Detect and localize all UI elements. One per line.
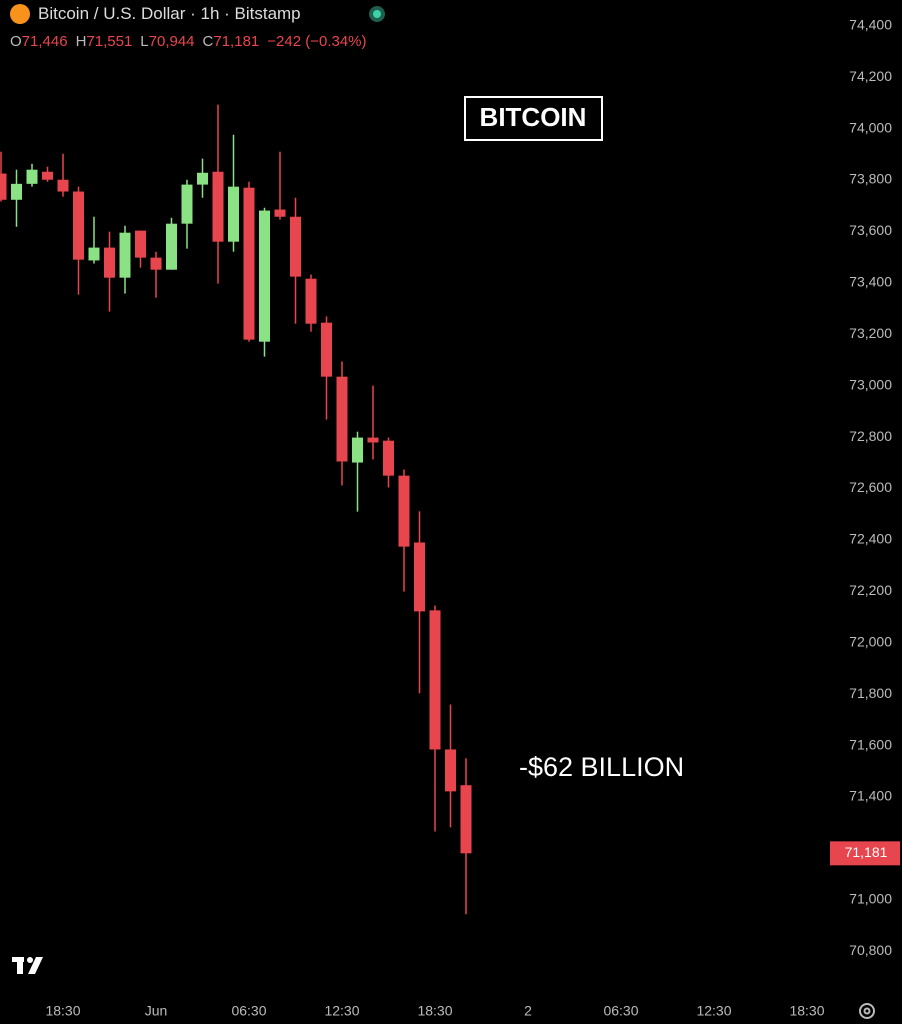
y-tick-label: 71,000 — [849, 891, 892, 907]
candle-body — [259, 210, 270, 342]
last-price-box — [830, 841, 900, 866]
candle-body — [414, 542, 425, 612]
y-tick-label: 74,200 — [849, 68, 892, 84]
candle-body — [42, 171, 53, 180]
candle-body — [57, 179, 69, 192]
y-tick-label: 72,000 — [849, 633, 892, 649]
settings-icon[interactable] — [859, 1003, 875, 1019]
y-tick-label: 70,800 — [849, 942, 892, 958]
x-tick-label: 06:30 — [603, 1003, 638, 1019]
y-tick-label: 73,600 — [849, 222, 892, 238]
y-tick-label: 74,000 — [849, 119, 892, 135]
ohlc-key: H — [75, 33, 87, 50]
candle-body — [305, 278, 317, 324]
ohlc-value: 70,944 — [148, 33, 195, 50]
candle-body — [119, 232, 131, 278]
candle-body — [429, 610, 441, 750]
y-tick-label: 71,600 — [849, 736, 892, 752]
x-tick-label: 06:30 — [231, 1003, 266, 1019]
candle-body — [274, 209, 286, 217]
x-tick-label: Jun — [145, 1003, 168, 1019]
symbol: Bitcoin / U.S. Dollar · 1h · Bitstamp — [38, 4, 301, 23]
y-tick-label: 71,800 — [849, 685, 892, 701]
candle-body — [73, 191, 84, 260]
change: −242 (−0.34%) — [267, 33, 367, 50]
ohlc-key: O — [10, 33, 22, 50]
x-tick-label: 18:30 — [789, 1003, 824, 1019]
candle-body — [26, 169, 38, 184]
last-price-label: 71,181 — [845, 844, 888, 860]
y-tick-label: 71,400 — [849, 788, 892, 804]
ohlc-value: 71,551 — [86, 33, 133, 50]
candle-body — [135, 230, 146, 258]
y-tick-label: 73,200 — [849, 325, 892, 341]
candle-body — [228, 186, 239, 242]
y-tick-label: 72,800 — [849, 428, 892, 444]
x-tick-label: 12:30 — [324, 1003, 359, 1019]
ohlc-value: 71,181 — [213, 33, 260, 50]
annotation-title: BITCOIN — [480, 102, 587, 132]
x-tick-label: 18:30 — [45, 1003, 80, 1019]
candle-body — [104, 247, 115, 278]
candle-body — [166, 223, 177, 270]
x-tick-label: 18:30 — [417, 1003, 452, 1019]
candle-body — [197, 172, 208, 185]
candle-body — [336, 376, 348, 462]
tv-logo — [12, 957, 43, 974]
x-tick-label: 2 — [524, 1003, 532, 1019]
candle-body — [383, 440, 394, 476]
candle-body — [367, 437, 379, 443]
candle-body — [290, 216, 301, 277]
y-tick-label: 74,400 — [849, 16, 892, 32]
annotation: -$62 BILLION — [519, 752, 684, 782]
candle-body — [150, 257, 162, 270]
candle-body — [0, 173, 7, 200]
x-tick-label: 12:30 — [696, 1003, 731, 1019]
candle-body — [445, 749, 456, 792]
candle-body — [460, 785, 472, 854]
candle-body — [181, 184, 193, 224]
ohlc-value: 71,446 — [21, 33, 68, 50]
annotation-box — [464, 96, 603, 141]
status-dot-inner — [373, 10, 381, 18]
y-tick-label: 72,400 — [849, 531, 892, 547]
y-tick-label: 72,600 — [849, 479, 892, 495]
candle-body — [88, 247, 100, 261]
candle-body — [352, 437, 363, 463]
y-tick-label: 73,400 — [849, 274, 892, 290]
ohlc-key: L — [140, 33, 149, 50]
candle-body — [321, 322, 332, 377]
candle-body — [398, 475, 410, 547]
y-tick-label: 72,200 — [849, 582, 892, 598]
ohlc-row: O71,446 H71,551 L70,944 C71,181 −242 (−0.34%… — [10, 33, 375, 50]
y-tick-label: 73,800 — [849, 171, 892, 187]
coin-icon — [10, 4, 30, 24]
ohlc-key: C — [202, 33, 214, 50]
y-tick-label: 73,000 — [849, 376, 892, 392]
candle-body — [11, 183, 22, 200]
candle-body — [243, 187, 255, 340]
candle-body — [212, 171, 224, 242]
